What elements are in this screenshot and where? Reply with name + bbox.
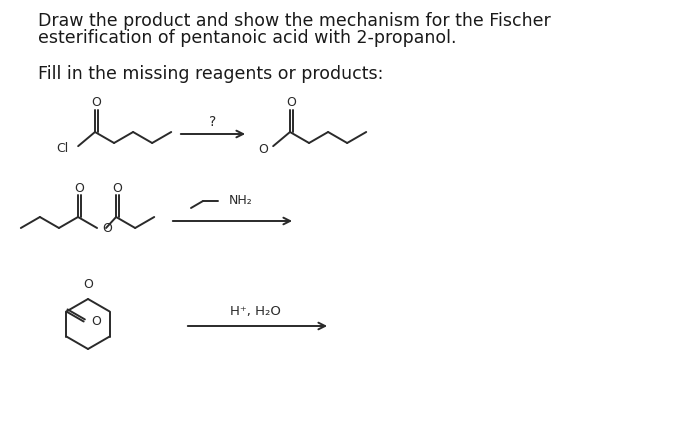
Text: H⁺, H₂O: H⁺, H₂O bbox=[230, 305, 281, 318]
Text: Cl: Cl bbox=[56, 142, 68, 155]
Text: Draw the product and show the mechanism for the Fischer: Draw the product and show the mechanism … bbox=[38, 12, 551, 30]
Text: O: O bbox=[83, 278, 93, 291]
Text: esterification of pentanoic acid with 2-propanol.: esterification of pentanoic acid with 2-… bbox=[38, 29, 456, 47]
Text: O: O bbox=[74, 181, 84, 194]
Text: ?: ? bbox=[209, 115, 216, 129]
Text: O: O bbox=[112, 181, 122, 194]
Text: O: O bbox=[91, 96, 101, 109]
Text: O: O bbox=[102, 222, 112, 235]
Text: Fill in the missing reagents or products:: Fill in the missing reagents or products… bbox=[38, 65, 384, 83]
Text: O: O bbox=[92, 315, 102, 328]
Text: NH₂: NH₂ bbox=[229, 194, 253, 207]
Text: O: O bbox=[286, 96, 296, 109]
Text: O: O bbox=[258, 143, 268, 156]
